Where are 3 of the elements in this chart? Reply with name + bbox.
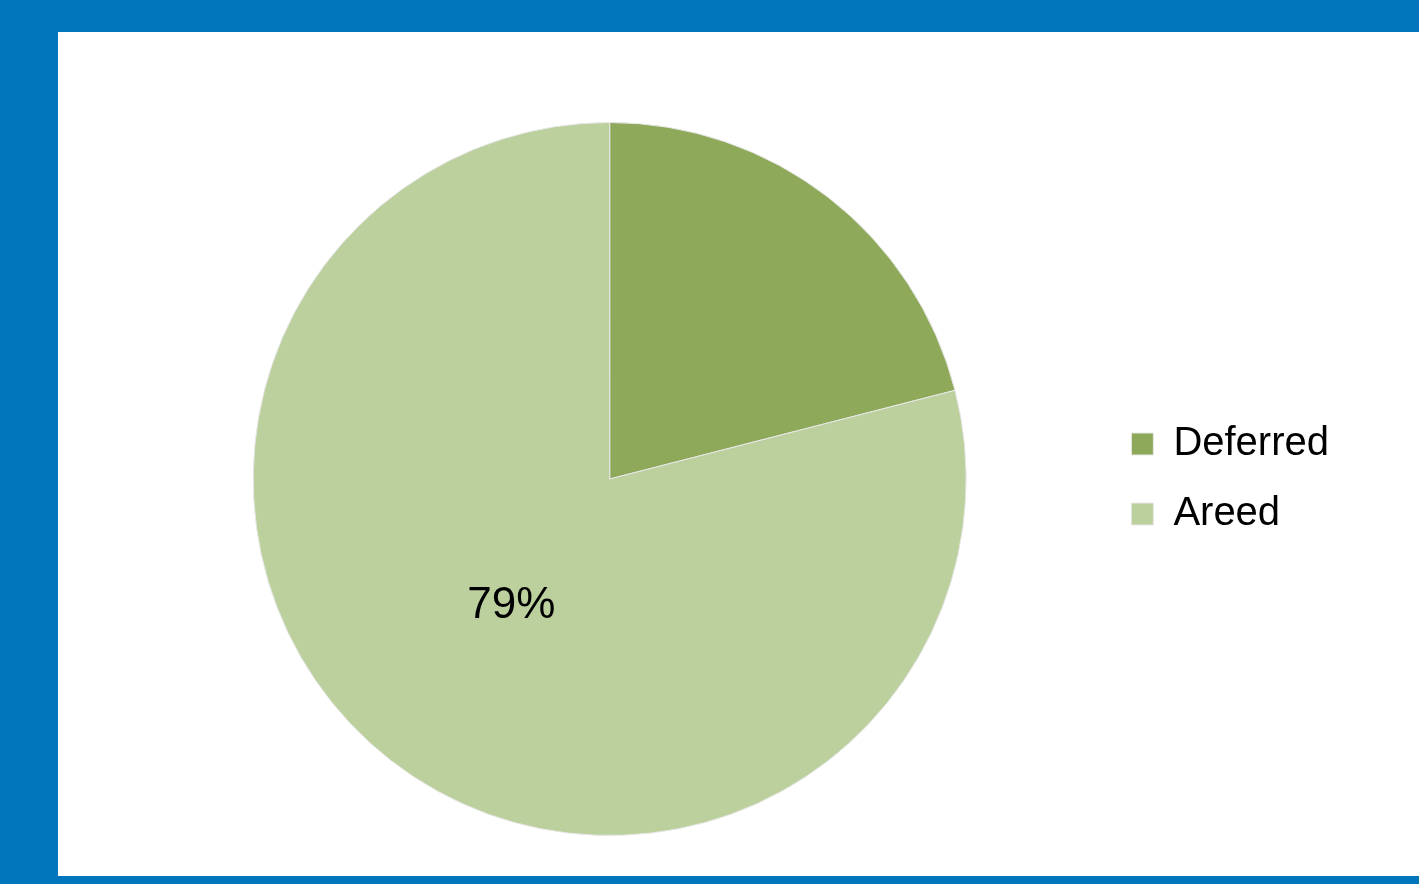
legend-label: Deferred [1173, 419, 1329, 464]
data-label: 79% [467, 577, 556, 627]
legend-label: Areed [1173, 489, 1281, 534]
